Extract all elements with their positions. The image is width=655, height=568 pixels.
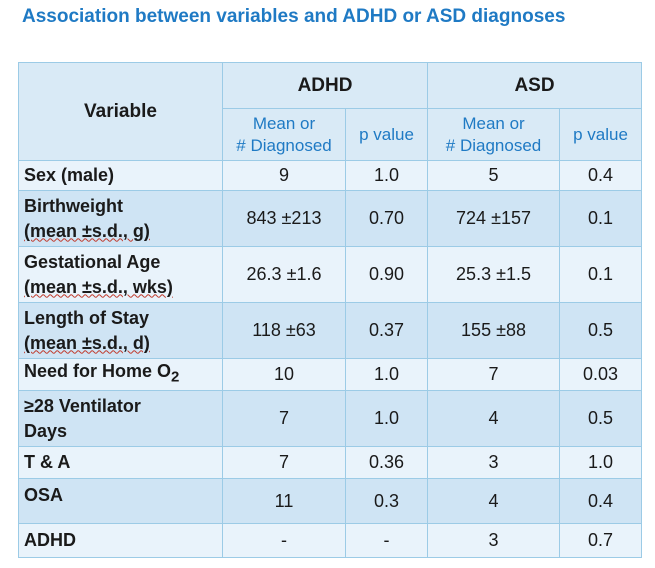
asd-p-cell: 0.4 — [559, 160, 643, 191]
row-label: OSA — [18, 478, 223, 524]
table-row: OSA 11 0.3 4 0.4 — [18, 478, 643, 524]
asd-mean-cell: 5 — [427, 160, 561, 191]
adhd-mean-cell: 7 — [222, 390, 346, 447]
table-row: Gestational Age (mean ±s.d., wks) 26.3 ±1… — [18, 246, 643, 303]
asd-p-cell: 0.03 — [559, 358, 643, 391]
table-row: Birthweight (mean ±s.d., g) 843 ±213 0.70… — [18, 190, 643, 247]
adhd-p-cell: 1.0 — [344, 160, 429, 191]
asd-p-header: p value — [559, 108, 643, 161]
row-label: ADHD — [18, 523, 223, 558]
adhd-p-cell: 0.37 — [344, 302, 429, 359]
asd-p-cell: 0.1 — [559, 246, 643, 303]
table-row: ≥28 Ventilator Days 7 1.0 4 0.5 — [18, 390, 643, 447]
adhd-p-cell: 1.0 — [344, 358, 429, 391]
asd-mean-cell: 3 — [427, 446, 561, 479]
adhd-mean-cell: 10 — [222, 358, 346, 391]
asd-mean-cell: 4 — [427, 478, 561, 524]
asd-mean-header: Mean or # Diagnosed — [427, 108, 561, 161]
adhd-p-cell: 0.3 — [344, 478, 429, 524]
table-row: Length of Stay (mean ±s.d., d) 118 ±63 0.… — [18, 302, 643, 359]
row-label: Length of Stay (mean ±s.d., d) — [18, 302, 223, 359]
row-label: T & A — [18, 446, 223, 479]
asd-mean-cell: 155 ±88 — [427, 302, 561, 359]
adhd-mean-cell: 26.3 ±1.6 — [222, 246, 346, 303]
asd-group-header: ASD — [427, 62, 643, 109]
adhd-mean-cell: 7 — [222, 446, 346, 479]
row-label: Gestational Age (mean ±s.d., wks) — [18, 246, 223, 303]
association-table: Variable ADHD ASD Mean or # Diagnosed p v… — [18, 62, 643, 558]
asd-p-cell: 0.5 — [559, 302, 643, 359]
asd-mean-cell: 25.3 ±1.5 — [427, 246, 561, 303]
adhd-mean-cell: 11 — [222, 478, 346, 524]
asd-p-cell: 0.4 — [559, 478, 643, 524]
variable-header: Variable — [18, 62, 223, 161]
adhd-group-header: ADHD — [221, 62, 429, 109]
adhd-p-cell: 0.70 — [344, 190, 429, 247]
adhd-mean-header: Mean or # Diagnosed — [222, 108, 346, 161]
adhd-p-cell: 0.36 — [344, 446, 429, 479]
adhd-mean-cell: - — [222, 523, 346, 558]
asd-p-cell: 0.7 — [559, 523, 643, 558]
page-title: Association between variables and ADHD o… — [22, 6, 566, 27]
row-label: Need for Home O2 — [18, 358, 223, 391]
asd-mean-cell: 4 — [427, 390, 561, 447]
row-label: Sex (male) — [18, 160, 223, 191]
adhd-p-cell: - — [344, 523, 429, 558]
row-label: ≥28 Ventilator Days — [18, 390, 223, 447]
adhd-p-header: p value — [344, 108, 429, 161]
asd-mean-cell: 7 — [427, 358, 561, 391]
asd-mean-cell: 724 ±157 — [427, 190, 561, 247]
adhd-mean-cell: 843 ±213 — [222, 190, 346, 247]
table-row: T & A 7 0.36 3 1.0 — [18, 446, 643, 479]
asd-p-cell: 0.5 — [559, 390, 643, 447]
table-row: Sex (male) 9 1.0 5 0.4 — [18, 160, 643, 191]
asd-p-cell: 1.0 — [559, 446, 643, 479]
asd-p-cell: 0.1 — [559, 190, 643, 247]
adhd-p-cell: 0.90 — [344, 246, 429, 303]
row-label: Birthweight (mean ±s.d., g) — [18, 190, 223, 247]
adhd-p-cell: 1.0 — [344, 390, 429, 447]
table-row: Need for Home O2 10 1.0 7 0.03 — [18, 358, 643, 391]
adhd-mean-cell: 118 ±63 — [222, 302, 346, 359]
asd-mean-cell: 3 — [427, 523, 561, 558]
adhd-mean-cell: 9 — [222, 160, 346, 191]
table-row: ADHD - - 3 0.7 — [18, 523, 643, 558]
